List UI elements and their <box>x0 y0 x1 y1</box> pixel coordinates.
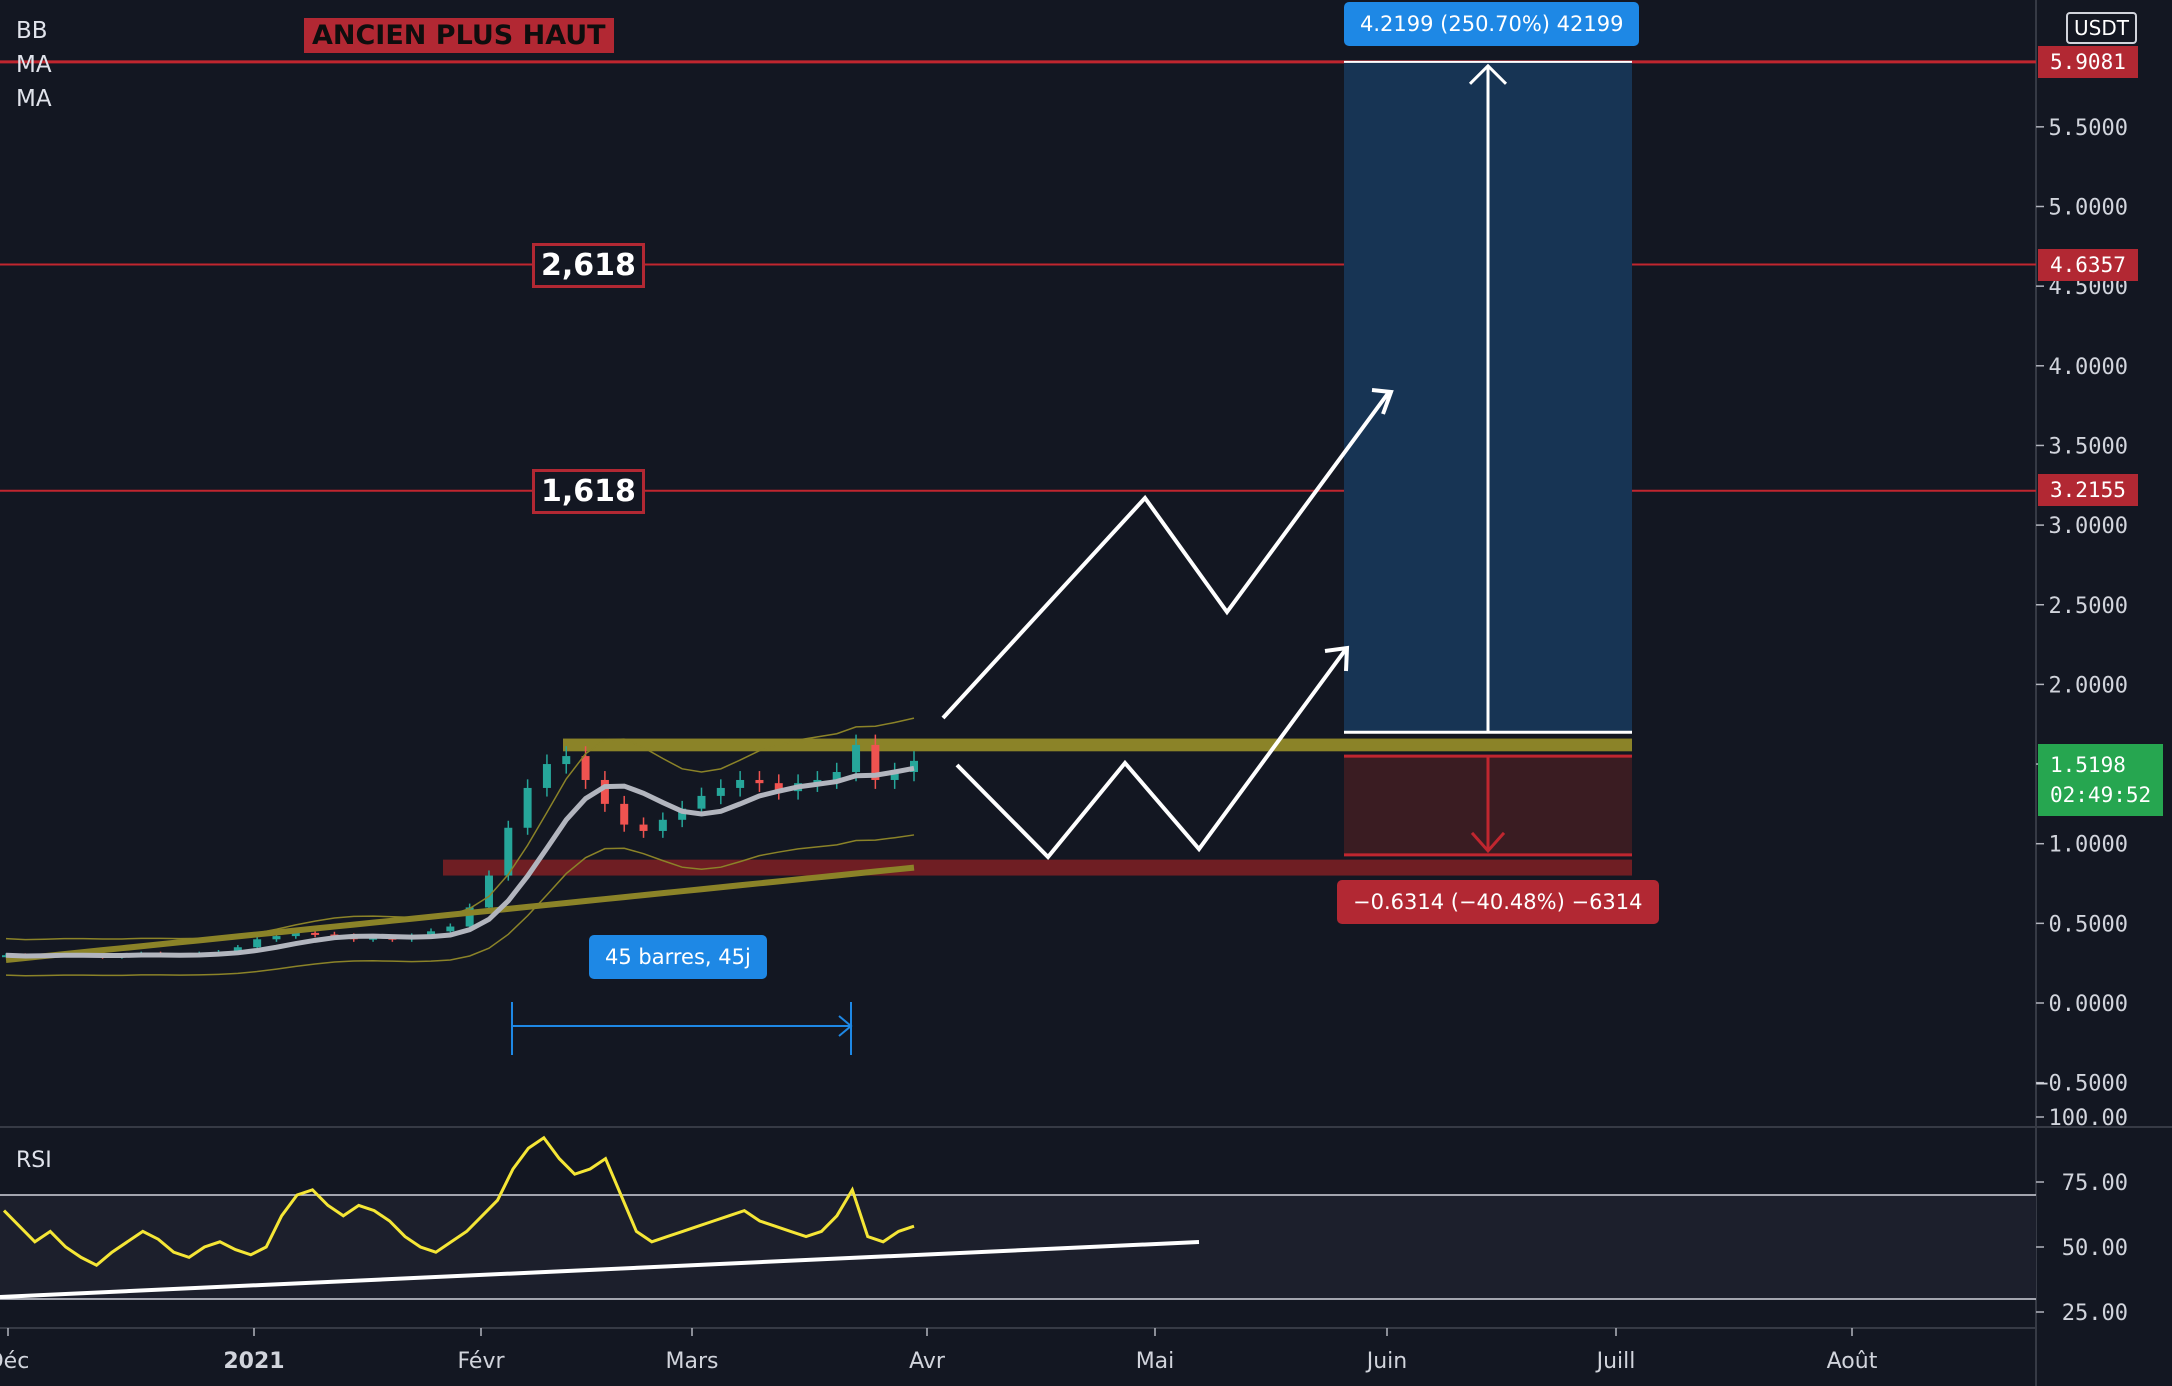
fib-1618-label: 1,618 <box>532 469 645 514</box>
fib-2618-price-tag: 4.6357 <box>2038 249 2138 281</box>
rsi-tick-label: 50.00 <box>2062 1236 2128 1261</box>
stop-arrow-head <box>1470 831 1506 854</box>
candle-body <box>446 926 455 932</box>
price-tick-label: 1.0000 <box>2049 833 2128 858</box>
indicator-ma2-label[interactable]: MA <box>16 86 52 112</box>
rsi-tick-label: 100.00 <box>2049 1106 2128 1131</box>
bar-countdown: 02:49:52 <box>2050 783 2152 807</box>
price-tick-label: 3.5000 <box>2049 434 2128 459</box>
time-tick-label: Mars <box>666 1349 719 1374</box>
candle-body <box>678 808 687 820</box>
rsi-label[interactable]: RSI <box>16 1148 52 1173</box>
target-label: 4.2199 (250.70%) 42199 <box>1344 2 1640 46</box>
range-label: 45 barres, 45j <box>589 935 767 979</box>
ma-slow-line <box>5 864 915 963</box>
candle-body <box>253 939 262 948</box>
candle-body <box>272 936 281 940</box>
time-tick-label: Févr <box>457 1349 505 1374</box>
indicator-ma-label[interactable]: MA <box>16 52 52 78</box>
projection-upper <box>941 390 1391 720</box>
price-tick-label: 4.0000 <box>2049 355 2128 380</box>
candle-body <box>427 931 436 937</box>
support-zone <box>443 859 1632 876</box>
price-tick-label: 2.0000 <box>2049 673 2128 698</box>
time-axis: Déc 2021 Févr Mars Avr Mai Juin Juill Août <box>0 1327 2036 1374</box>
rsi-trendline <box>0 1240 1200 1299</box>
candle-body <box>233 947 242 953</box>
candle-body <box>658 819 667 831</box>
candle-body <box>600 779 609 804</box>
projection-arrows <box>941 388 1394 860</box>
candle-body <box>484 875 493 908</box>
candle-body <box>910 760 918 773</box>
projection-lower-head <box>1324 645 1350 672</box>
candle-body <box>716 787 725 796</box>
candle-body <box>813 779 822 784</box>
candle-body <box>639 824 648 831</box>
candles <box>2 717 918 1055</box>
current-price-tag: 1.5198 02:49:52 <box>2038 744 2164 816</box>
time-tick-label: Juill <box>1595 1349 1636 1374</box>
rsi-line <box>2 1135 915 1267</box>
candle-body <box>871 744 880 780</box>
time-tick-label: Août <box>1827 1349 1878 1374</box>
candle-body <box>562 756 571 765</box>
projection-upper-head <box>1371 388 1394 415</box>
price-tick-label: 3.0000 <box>2049 514 2128 539</box>
candle-body <box>736 779 745 788</box>
indicator-bb-label[interactable]: BB <box>16 18 48 44</box>
candle-body <box>697 795 706 809</box>
price-tick-label: −0.5000 <box>2035 1072 2128 1097</box>
rsi-pane: 100.00 75.00 50.00 25.00 <box>0 1106 2128 1326</box>
candle-body <box>311 932 320 935</box>
rsi-tick-label: 25.00 <box>2062 1301 2128 1326</box>
price-tick-label: 5.5000 <box>2049 116 2128 141</box>
ma-fast-line <box>5 765 915 959</box>
stop-label: −0.6314 (−40.48%) −6314 <box>1337 880 1659 924</box>
zones <box>443 738 1632 876</box>
price-tick-label: 0.5000 <box>2049 912 2128 937</box>
ath-price-tag: 5.9081 <box>2038 46 2138 78</box>
price-tick-label: 5.0000 <box>2049 196 2128 221</box>
position-tool[interactable] <box>1344 60 1632 857</box>
target-arrow-head <box>1468 63 1508 85</box>
candle-body <box>504 827 513 876</box>
candle-body <box>755 779 764 784</box>
candle-body <box>774 783 783 792</box>
candle-body <box>523 787 532 828</box>
candle-body <box>890 772 899 780</box>
bollinger-upper <box>5 717 915 941</box>
time-tick-label: Juin <box>1365 1349 1408 1374</box>
fib-2618-label: 2,618 <box>532 243 645 288</box>
projection-lower <box>955 647 1348 860</box>
price-tick-label: 0.0000 <box>2049 992 2128 1017</box>
rsi-tick-label: 75.00 <box>2062 1171 2128 1196</box>
fib-1618-price-tag: 3.2155 <box>2038 474 2138 506</box>
time-tick-label: Déc <box>0 1349 29 1374</box>
candle-body <box>369 937 378 940</box>
time-tick-label: Mai <box>1136 1349 1175 1374</box>
candle-body <box>542 764 551 788</box>
ath-annotation: ANCIEN PLUS HAUT <box>304 18 614 53</box>
currency-button[interactable]: USDT <box>2066 12 2137 44</box>
candle-body <box>291 932 300 937</box>
fib-levels <box>0 60 2036 492</box>
candle-body <box>465 907 474 927</box>
bollinger-lower <box>5 834 915 977</box>
candle-body <box>620 803 629 825</box>
resistance-zone <box>563 738 1632 752</box>
candle-body <box>852 744 861 773</box>
price-tick-label: 2.5000 <box>2049 594 2128 619</box>
candle-body <box>581 756 590 780</box>
time-tick-label: Avr <box>909 1349 946 1374</box>
range-arrow-head <box>838 1015 853 1037</box>
current-price-value: 1.5198 <box>2050 753 2126 777</box>
time-tick-label: 2021 <box>223 1349 284 1374</box>
candle-body <box>832 772 841 780</box>
